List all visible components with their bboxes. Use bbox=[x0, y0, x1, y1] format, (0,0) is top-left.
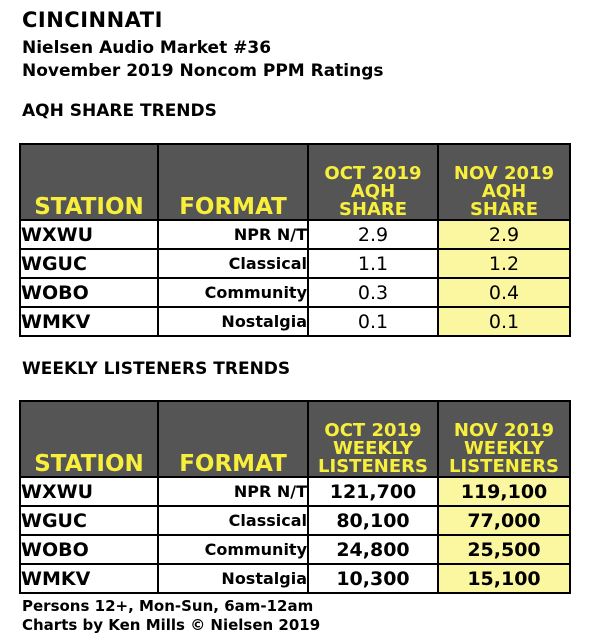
oct-aqh-value: 0.3 bbox=[307, 277, 439, 308]
aqh-oct-header-line: OCT 2019 bbox=[324, 163, 422, 184]
aqh-share-table: STATION FORMAT OCT 2019 AQH SHARE NOV 20… bbox=[19, 143, 571, 337]
weekly-nov-header-line: WEEKLY bbox=[463, 438, 545, 459]
nov-listeners-value: 77,000 bbox=[437, 505, 571, 536]
format-cell: NPR N/T bbox=[157, 219, 309, 250]
format-cell: NPR N/T bbox=[157, 476, 309, 507]
aqh-oct-header-line: SHARE bbox=[338, 199, 408, 220]
weekly-section-title: WEEKLY LISTENERS TRENDS bbox=[22, 359, 291, 379]
weekly-oct-header-line: LISTENERS bbox=[318, 456, 428, 477]
table-row: WXWU NPR N/T 2.9 2.9 bbox=[19, 219, 571, 250]
station-cell: WXWU bbox=[19, 219, 159, 250]
oct-listeners-value: 121,700 bbox=[307, 476, 439, 507]
weekly-nov-header: NOV 2019 WEEKLY LISTENERS bbox=[437, 400, 571, 478]
aqh-nov-header: NOV 2019 AQH SHARE bbox=[437, 143, 571, 221]
format-cell: Nostalgia bbox=[157, 563, 309, 594]
aqh-nov-header-line: AQH bbox=[481, 181, 527, 202]
station-cell: WOBO bbox=[19, 277, 159, 308]
nov-listeners-value: 15,100 bbox=[437, 563, 571, 594]
table-row: WOBO Community 24,800 25,500 bbox=[19, 534, 571, 565]
weekly-nov-header-line: LISTENERS bbox=[449, 456, 559, 477]
table-row: WOBO Community 0.3 0.4 bbox=[19, 277, 571, 308]
ratings-period-subtitle: November 2019 Noncom PPM Ratings bbox=[22, 61, 384, 81]
format-cell: Classical bbox=[157, 505, 309, 536]
weekly-listeners-table: STATION FORMAT OCT 2019 WEEKLY LISTENERS… bbox=[19, 400, 571, 594]
table-row: WMKV Nostalgia 10,300 15,100 bbox=[19, 563, 571, 594]
oct-listeners-value: 24,800 bbox=[307, 534, 439, 565]
nov-aqh-value: 0.4 bbox=[437, 277, 571, 308]
footer-methodology-note: Persons 12+, Mon-Sun, 6am-12am bbox=[22, 597, 314, 615]
aqh-nov-header-line: NOV 2019 bbox=[453, 163, 555, 184]
aqh-nov-header-line: SHARE bbox=[469, 199, 539, 220]
footer-credit: Charts by Ken Mills © Nielsen 2019 bbox=[22, 616, 321, 634]
station-cell: WGUC bbox=[19, 505, 159, 536]
aqh-format-header: FORMAT bbox=[157, 143, 309, 221]
weekly-nov-header-line: NOV 2019 bbox=[453, 420, 555, 441]
aqh-station-header: STATION bbox=[19, 143, 159, 221]
station-cell: WOBO bbox=[19, 534, 159, 565]
weekly-oct-header: OCT 2019 WEEKLY LISTENERS bbox=[307, 400, 439, 478]
market-city-title: CINCINNATI bbox=[22, 8, 163, 32]
nov-aqh-value: 0.1 bbox=[437, 306, 571, 337]
weekly-oct-header-line: OCT 2019 bbox=[324, 420, 422, 441]
nov-listeners-value: 25,500 bbox=[437, 534, 571, 565]
aqh-oct-header-line: AQH bbox=[350, 181, 396, 202]
oct-aqh-value: 2.9 bbox=[307, 219, 439, 250]
nov-aqh-value: 1.2 bbox=[437, 248, 571, 279]
station-cell: WXWU bbox=[19, 476, 159, 507]
format-cell: Classical bbox=[157, 248, 309, 279]
oct-listeners-value: 80,100 bbox=[307, 505, 439, 536]
weekly-header-row: STATION FORMAT OCT 2019 WEEKLY LISTENERS… bbox=[19, 400, 571, 478]
oct-aqh-value: 1.1 bbox=[307, 248, 439, 279]
nov-listeners-value: 119,100 bbox=[437, 476, 571, 507]
aqh-header-row: STATION FORMAT OCT 2019 AQH SHARE NOV 20… bbox=[19, 143, 571, 221]
table-row: WGUC Classical 1.1 1.2 bbox=[19, 248, 571, 279]
weekly-oct-header-line: WEEKLY bbox=[332, 438, 414, 459]
market-rank-subtitle: Nielsen Audio Market #36 bbox=[22, 38, 272, 58]
oct-aqh-value: 0.1 bbox=[307, 306, 439, 337]
aqh-oct-header: OCT 2019 AQH SHARE bbox=[307, 143, 439, 221]
format-cell: Nostalgia bbox=[157, 306, 309, 337]
table-row: WGUC Classical 80,100 77,000 bbox=[19, 505, 571, 536]
station-cell: WMKV bbox=[19, 563, 159, 594]
station-cell: WGUC bbox=[19, 248, 159, 279]
nov-aqh-value: 2.9 bbox=[437, 219, 571, 250]
aqh-section-title: AQH SHARE TRENDS bbox=[22, 101, 217, 121]
weekly-station-header: STATION bbox=[19, 400, 159, 478]
table-row: WMKV Nostalgia 0.1 0.1 bbox=[19, 306, 571, 337]
format-cell: Community bbox=[157, 534, 309, 565]
format-cell: Community bbox=[157, 277, 309, 308]
table-row: WXWU NPR N/T 121,700 119,100 bbox=[19, 476, 571, 507]
weekly-format-header: FORMAT bbox=[157, 400, 309, 478]
station-cell: WMKV bbox=[19, 306, 159, 337]
oct-listeners-value: 10,300 bbox=[307, 563, 439, 594]
